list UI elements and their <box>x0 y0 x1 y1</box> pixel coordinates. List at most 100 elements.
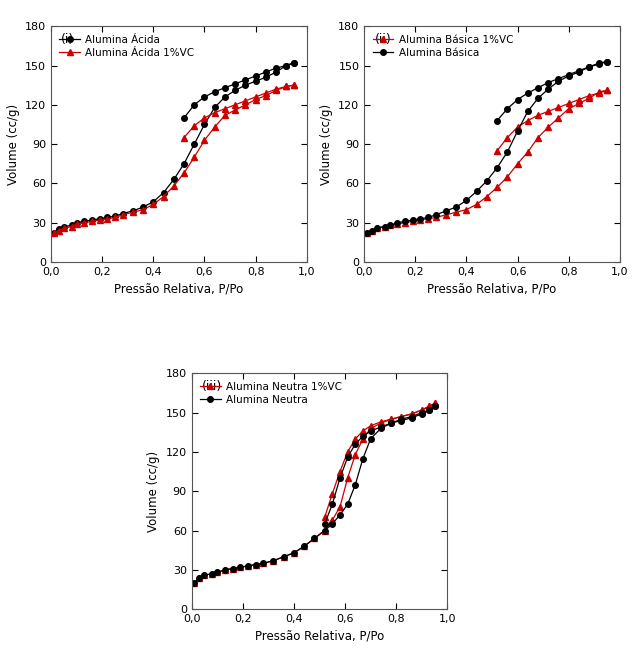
Alumina Básica 1%VC <box>368 227 376 234</box>
Alumina Neutra 1%VC <box>359 435 367 443</box>
Alumina Básica <box>544 85 552 93</box>
Alumina Básica <box>473 187 481 195</box>
X-axis label: Pressão Relativa, P/Po: Pressão Relativa, P/Po <box>427 282 557 295</box>
Alumina Neutra <box>221 566 229 574</box>
Alumina Básica 1%VC <box>373 224 381 232</box>
Alumina Básica <box>524 107 532 115</box>
Alumina Básica <box>596 59 603 67</box>
Alumina Neutra <box>208 570 216 578</box>
Alumina Ácida <box>262 73 270 81</box>
Alumina Básica <box>575 68 583 76</box>
Alumina Neutra <box>344 500 351 508</box>
Alumina Básica <box>514 127 521 135</box>
Alumina Básica <box>504 148 511 156</box>
Alumina Neutra 1%VC <box>418 406 426 414</box>
Alumina Neutra <box>367 435 374 443</box>
Alumina Básica <box>483 177 491 185</box>
Alumina Neutra <box>431 402 438 410</box>
Legend: Alumina Ácida, Alumina Ácida 1%VC: Alumina Ácida, Alumina Ácida 1%VC <box>56 31 197 61</box>
Alumina Ácida 1%VC <box>242 101 249 109</box>
Alumina Neutra 1%VC <box>328 516 336 524</box>
Alumina Neutra 1%VC <box>213 569 221 576</box>
X-axis label: Pressão Relativa, P/Po: Pressão Relativa, P/Po <box>114 282 243 295</box>
Alumina Neutra <box>300 542 308 550</box>
Alumina Básica <box>585 63 593 71</box>
Alumina Neutra 1%VC <box>344 474 351 482</box>
Alumina Básica 1%VC <box>394 220 401 228</box>
Alumina Ácida <box>160 189 167 196</box>
Alumina Básica 1%VC <box>442 211 450 219</box>
Alumina Ácida 1%VC <box>262 92 270 100</box>
Alumina Neutra 1%VC <box>259 559 267 567</box>
Alumina Ácida 1%VC <box>68 223 75 231</box>
Alumina Básica <box>409 216 417 224</box>
Line: Alumina Neutra: Alumina Neutra <box>192 403 437 586</box>
Alumina Neutra <box>328 520 336 528</box>
Line: Alumina Neutra 1%VC: Alumina Neutra 1%VC <box>192 401 437 586</box>
Alumina Ácida <box>73 219 81 227</box>
Alumina Básica <box>432 211 440 219</box>
Alumina Neutra 1%VC <box>229 565 236 572</box>
Text: (i): (i) <box>61 33 75 47</box>
Legend: Alumina Neutra 1%VC, Alumina Neutra: Alumina Neutra 1%VC, Alumina Neutra <box>197 379 345 408</box>
Alumina Ácida <box>60 223 68 231</box>
Alumina Ácida 1%VC <box>170 182 178 190</box>
Alumina Neutra 1%VC <box>336 503 344 511</box>
Alumina Neutra 1%VC <box>208 570 216 578</box>
Alumina Ácida <box>55 225 63 233</box>
Alumina Ácida 1%VC <box>60 224 68 232</box>
Alumina Ácida 1%VC <box>231 106 239 114</box>
Alumina Neutra 1%VC <box>252 561 259 569</box>
Alumina Básica <box>442 207 450 215</box>
Alumina Ácida 1%VC <box>119 211 127 219</box>
Line: Alumina Ácida 1%VC: Alumina Ácida 1%VC <box>51 83 296 236</box>
Alumina Ácida 1%VC <box>211 123 219 131</box>
Alumina Neutra <box>311 534 318 542</box>
Alumina Ácida 1%VC <box>221 111 229 119</box>
Alumina Básica 1%VC <box>363 229 371 237</box>
Alumina Ácida 1%VC <box>88 217 96 225</box>
Alumina Básica <box>368 227 376 234</box>
Alumina Ácida 1%VC <box>160 193 167 200</box>
Alumina Ácida <box>170 176 178 183</box>
Alumina Neutra <box>359 455 367 462</box>
Alumina Ácida 1%VC <box>111 214 119 221</box>
Alumina Ácida <box>50 229 58 237</box>
Line: Alumina Básica 1%VC: Alumina Básica 1%VC <box>364 88 610 236</box>
Alumina Ácida 1%VC <box>73 220 81 228</box>
Alumina Básica 1%VC <box>585 94 593 102</box>
Alumina Neutra <box>270 557 277 565</box>
Alumina Ácida 1%VC <box>129 208 137 216</box>
Alumina Básica <box>493 164 501 172</box>
Alumina Neutra <box>201 571 208 579</box>
X-axis label: Pressão Relativa, P/Po: Pressão Relativa, P/Po <box>255 629 384 643</box>
Alumina Neutra 1%VC <box>244 562 252 570</box>
Alumina Básica 1%VC <box>473 200 481 208</box>
Alumina Neutra 1%VC <box>377 419 385 427</box>
Alumina Neutra <box>377 424 385 432</box>
Alumina Básica <box>555 77 562 85</box>
Alumina Ácida <box>96 215 104 223</box>
Alumina Ácida 1%VC <box>272 86 280 94</box>
Alumina Básica 1%VC <box>483 193 491 200</box>
Alumina Básica 1%VC <box>493 183 501 191</box>
Alumina Neutra 1%VC <box>236 563 244 571</box>
Alumina Básica 1%VC <box>417 216 424 224</box>
Alumina Ácida <box>150 198 157 206</box>
Alumina Neutra <box>351 481 359 489</box>
Alumina Básica <box>394 219 401 227</box>
Alumina Básica 1%VC <box>401 219 409 227</box>
Alumina Básica 1%VC <box>534 134 542 141</box>
Alumina Neutra 1%VC <box>300 542 308 550</box>
Alumina Neutra 1%VC <box>321 527 328 534</box>
Alumina Neutra <box>387 419 395 427</box>
Alumina Básica 1%VC <box>424 215 432 223</box>
Alumina Ácida <box>201 121 208 128</box>
Alumina Básica 1%VC <box>504 173 511 181</box>
Alumina Neutra 1%VC <box>190 579 198 587</box>
Alumina Ácida <box>290 59 298 67</box>
Alumina Básica 1%VC <box>463 206 470 214</box>
Alumina Básica <box>401 217 409 225</box>
Alumina Ácida <box>139 203 147 211</box>
Y-axis label: Volume (cc/g): Volume (cc/g) <box>320 103 333 185</box>
